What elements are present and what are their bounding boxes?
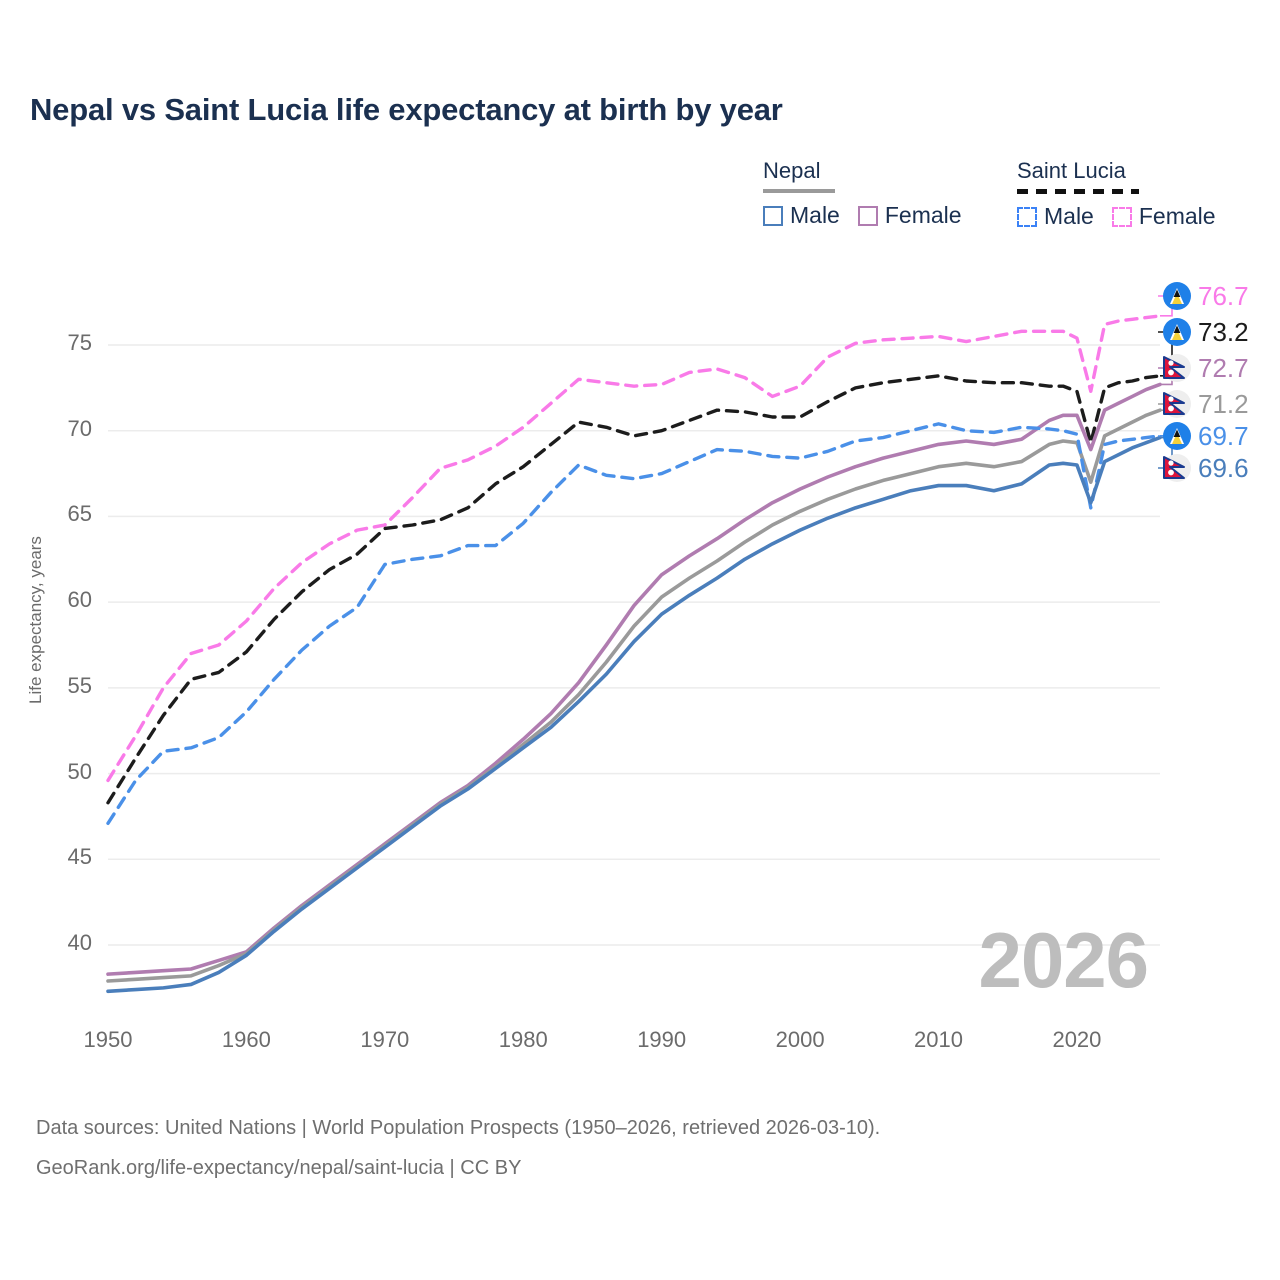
x-axis-tick-label: 2010 — [914, 1027, 963, 1052]
x-axis-tick-label: 1970 — [360, 1027, 410, 1052]
legend-rule-solid — [763, 189, 835, 193]
saint-lucia-flag-icon — [1163, 282, 1191, 310]
series-end-value: 69.7 — [1198, 420, 1249, 451]
legend-swatch-nepal-female — [857, 205, 878, 226]
footer-line-2: GeoRank.org/life-expectancy/nepal/saint-… — [36, 1157, 522, 1179]
legend-item-nepal-male[interactable]: Male — [763, 202, 840, 229]
series-line — [106, 435, 1162, 994]
series-line — [106, 314, 1162, 783]
series-end-label: 73.2 — [1162, 315, 1249, 349]
legend-swatch-nepal-male — [763, 205, 783, 226]
legend-item-saint-lucia-female[interactable]: Female — [1111, 203, 1216, 230]
footer-credits: Data sources: United Nations | World Pop… — [36, 1108, 880, 1188]
series-end-value: 71.2 — [1198, 388, 1249, 419]
page-title: Nepal vs Saint Lucia life expectancy at … — [30, 92, 783, 127]
x-axis-tick-label: 1980 — [498, 1027, 548, 1052]
y-axis-tick-label: 50 — [67, 758, 92, 784]
footer-line-1: Data sources: United Nations | World Pop… — [36, 1117, 881, 1139]
legend-group-title-nepal: Nepal — [763, 158, 821, 183]
legend-group-nepal: Nepal Male Female — [763, 158, 962, 229]
legend-rule-dashed — [1017, 189, 1139, 194]
series-lines — [106, 314, 1162, 994]
series-end-label: 71.2 — [1162, 387, 1249, 421]
x-axis-tick-label: 2020 — [1052, 1027, 1102, 1052]
series-end-value: 73.2 — [1198, 316, 1249, 347]
legend-label-nepal-female: Female — [884, 202, 962, 228]
x-axis-tick-label: 2000 — [775, 1027, 825, 1052]
chart-legend: Nepal Male Female Saint Lucia Male — [755, 158, 1255, 248]
gridlines — [108, 344, 1160, 946]
legend-label-nepal-male: Male — [790, 202, 840, 228]
series-line — [106, 408, 1162, 983]
x-axis-tick-label: 1950 — [83, 1027, 133, 1052]
y-axis-tick-label: 65 — [67, 501, 92, 527]
nepal-flag-icon — [1163, 354, 1191, 382]
saint-lucia-flag-icon — [1163, 422, 1191, 450]
y-axis-tick-label: 45 — [67, 844, 92, 870]
y-axis-tick-label: 55 — [67, 672, 92, 698]
legend-group-title-saint-lucia: Saint Lucia — [1017, 158, 1126, 183]
legend-item-nepal-female[interactable]: Female — [857, 202, 962, 229]
x-axis-tick-label: 1960 — [221, 1027, 271, 1052]
series-end-value: 69.6 — [1198, 452, 1249, 483]
legend-label-saint-lucia-female: Female — [1138, 203, 1216, 229]
saint-lucia-flag-icon — [1163, 318, 1191, 346]
series-line — [106, 382, 1162, 976]
nepal-flag-icon — [1163, 390, 1191, 418]
y-axis-tick-label: 40 — [67, 930, 92, 955]
series-end-value: 76.7 — [1198, 280, 1249, 311]
y-axis-tick-label: 70 — [67, 415, 92, 441]
y-axis-tick-label: 75 — [67, 330, 92, 355]
series-end-label: 69.7 — [1162, 419, 1249, 453]
series-line — [106, 422, 1162, 825]
series-end-label: 72.7 — [1162, 351, 1249, 385]
series-end-label: 76.7 — [1162, 279, 1249, 313]
legend-label-saint-lucia-male: Male — [1044, 203, 1094, 229]
legend-item-saint-lucia-male[interactable]: Male — [1017, 203, 1094, 230]
y-axis-tick-label: 60 — [67, 587, 92, 613]
nepal-flag-icon — [1163, 454, 1191, 482]
series-end-value: 72.7 — [1198, 352, 1249, 383]
x-axis-tick-label: 1990 — [637, 1027, 687, 1052]
legend-group-saint-lucia: Saint Lucia Male Female — [1017, 158, 1216, 230]
legend-swatch-saint-lucia-male — [1017, 206, 1037, 227]
y-axis-title: Life expectancy, years — [26, 536, 45, 704]
series-line — [106, 374, 1162, 805]
year-watermark: 2026 — [978, 916, 1149, 1004]
series-end-label: 69.6 — [1162, 451, 1249, 485]
legend-swatch-saint-lucia-female — [1111, 206, 1132, 227]
